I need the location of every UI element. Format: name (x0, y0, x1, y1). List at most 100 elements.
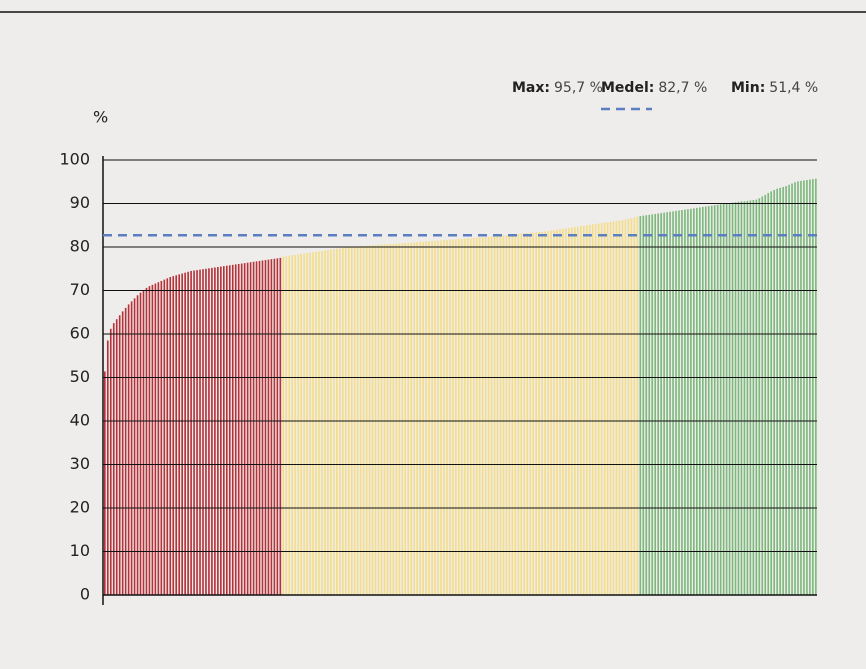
bar (675, 210, 677, 595)
bar (669, 211, 671, 595)
bar (413, 242, 416, 595)
bar (713, 205, 716, 596)
bar (508, 234, 511, 595)
bar (443, 240, 445, 596)
bar (327, 250, 329, 596)
bar (461, 238, 463, 596)
bar (565, 228, 567, 596)
legend-value: 95,7 % (554, 80, 603, 96)
bar (318, 251, 320, 595)
bar (446, 240, 448, 596)
bar (588, 224, 591, 595)
bar (172, 276, 175, 595)
bar (223, 266, 225, 595)
bar (187, 271, 189, 595)
bar (404, 243, 407, 595)
bar (175, 275, 178, 595)
bar (106, 340, 109, 595)
bar (374, 245, 377, 595)
bar (815, 178, 817, 595)
bar (389, 243, 392, 595)
bar (749, 200, 752, 595)
bar (279, 257, 282, 595)
bar (261, 260, 264, 595)
bar (779, 187, 781, 595)
bar (109, 328, 112, 595)
bar (538, 231, 540, 595)
bar (217, 267, 219, 595)
bar (121, 311, 124, 595)
bar (693, 208, 695, 595)
bar (237, 263, 240, 595)
bar (312, 252, 314, 595)
bar (258, 260, 261, 595)
bar (419, 241, 421, 595)
bar (699, 207, 701, 596)
bar (166, 278, 169, 595)
bar (785, 186, 787, 595)
bar (585, 225, 588, 595)
bar (196, 270, 198, 595)
bar (704, 206, 707, 596)
bar (633, 217, 636, 596)
bar (371, 245, 374, 595)
bar (368, 245, 371, 595)
bar (591, 224, 594, 595)
bar (758, 198, 761, 595)
bar (294, 254, 297, 595)
bar (306, 253, 308, 595)
bar (276, 258, 279, 595)
bar (517, 233, 520, 595)
y-tick-label: 90 (70, 193, 90, 212)
bar (466, 238, 469, 596)
bar (240, 263, 243, 595)
bar (231, 264, 234, 595)
bar (743, 201, 746, 595)
bar (339, 248, 341, 595)
bar (395, 243, 398, 595)
bar (285, 256, 288, 595)
bar (112, 323, 115, 595)
bar (532, 232, 535, 595)
bar (594, 223, 597, 595)
bar (291, 255, 294, 595)
bar (710, 205, 713, 596)
bar (422, 241, 424, 595)
bar (181, 273, 183, 595)
bar (809, 179, 811, 595)
bar (800, 180, 802, 595)
bar (562, 228, 564, 596)
bar (309, 252, 311, 595)
bar (746, 200, 749, 595)
bar (297, 254, 300, 595)
bar (672, 211, 674, 595)
bar (773, 190, 776, 595)
legend-item: Max: 95,7 % (512, 80, 603, 96)
bar (324, 250, 326, 596)
bar (124, 307, 127, 595)
bar (118, 315, 121, 595)
bar (571, 227, 573, 596)
bar (377, 244, 380, 595)
bar (618, 220, 621, 595)
bar (160, 280, 163, 595)
bar (267, 259, 270, 595)
y-tick-label: 100 (59, 150, 90, 169)
bar (523, 233, 526, 595)
bar (490, 236, 493, 595)
bar (205, 268, 207, 595)
bar (330, 249, 332, 596)
bar (511, 234, 514, 595)
bar (234, 264, 237, 595)
bar (383, 244, 386, 595)
bar (755, 199, 758, 595)
legend-item: Min: 51,4 % (731, 80, 818, 96)
bar (428, 241, 430, 595)
bar (184, 272, 186, 595)
bar (458, 239, 460, 596)
bar (645, 215, 648, 595)
bar (666, 212, 668, 595)
legend-value: 51,4 % (769, 80, 818, 96)
bar (701, 206, 704, 596)
bar (636, 216, 639, 596)
